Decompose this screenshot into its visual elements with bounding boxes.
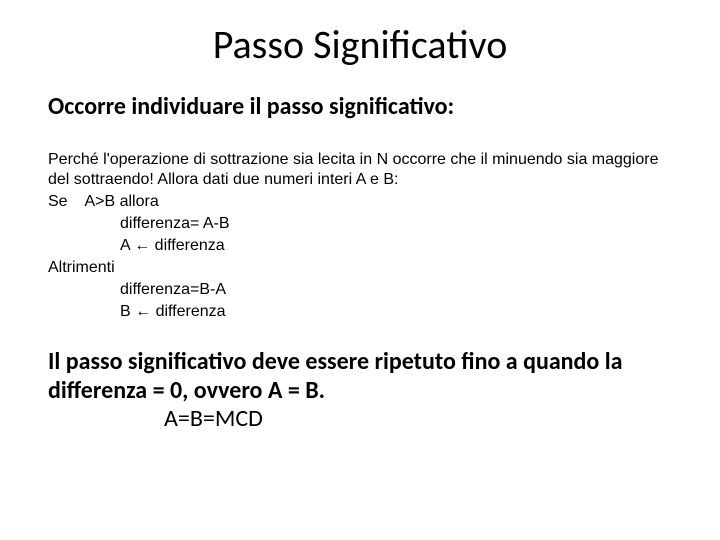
body-line-1: Perché l'operazione di sottrazione sia l…	[48, 150, 672, 190]
body-line-4: A ← differenza	[48, 236, 672, 256]
body-line-2: Se A>B allora	[48, 192, 672, 212]
body-line-6: differenza=B-A	[48, 280, 672, 300]
body-line-7: B ← differenza	[48, 302, 672, 322]
body-line-3: differenza= A-B	[48, 214, 672, 234]
slide-subtitle: Occorre individuare il passo significati…	[48, 93, 672, 122]
body-line-5: Altrimenti	[48, 258, 672, 278]
conclusion-final: A=B=MCD	[48, 405, 672, 434]
slide-title: Passo Significativo	[48, 20, 672, 69]
conclusion-text: Il passo significativo deve essere ripet…	[48, 348, 672, 406]
